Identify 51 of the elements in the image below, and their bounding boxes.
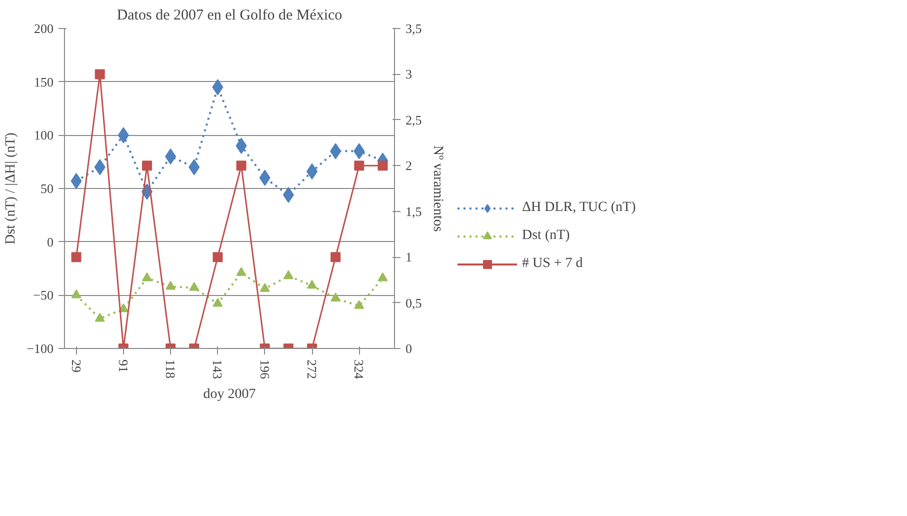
point [378, 160, 388, 171]
y-tick-label: 150 [34, 74, 54, 90]
y-tick-label: −50 [33, 288, 54, 303]
point [142, 272, 152, 282]
y2-tick-label: 3,5 [406, 21, 422, 36]
y2-tick-label: 0 [406, 341, 412, 356]
point [212, 252, 223, 262]
point [94, 69, 105, 80]
point [330, 292, 341, 302]
x-tick-label: 91 [116, 360, 131, 372]
point [330, 252, 341, 262]
point [378, 272, 388, 282]
y-axis-title: Dst (nT) / |ΔH| (nT) [4, 132, 19, 244]
point [260, 283, 270, 292]
point [354, 300, 364, 309]
x-tick-label: 118 [163, 360, 178, 379]
y2-tick-label: 2,5 [406, 112, 422, 128]
point [354, 160, 364, 171]
point [236, 160, 246, 171]
y-tick-label: 200 [34, 21, 54, 36]
point [283, 270, 294, 280]
point [212, 298, 223, 307]
point [189, 282, 200, 291]
point [71, 252, 82, 262]
point [94, 312, 105, 322]
legend-label: ΔH DLR, TUC (nT) [522, 200, 636, 216]
y-tick-label: 50 [40, 181, 54, 196]
y2-tick-label: 1,5 [406, 204, 422, 219]
x-tick-label: 272 [304, 360, 320, 379]
legend-label: Dst (nT) [522, 228, 570, 244]
y2-tick-label: 0,5 [406, 295, 422, 310]
x-tick-label: 196 [257, 360, 272, 380]
y2-tick-label: 2 [406, 158, 412, 174]
point [142, 160, 152, 171]
point [166, 280, 176, 290]
x-tick-label: 29 [68, 360, 84, 372]
x-axis-title: doy 2007 [203, 387, 256, 402]
chart-title: Datos de 2007 en el Golfo de México [116, 8, 342, 24]
legend-label: # US + 7 d [522, 256, 583, 272]
y2-axis-title: Nº varamientos [430, 145, 445, 232]
y2-tick-label: 3 [406, 66, 412, 82]
x-tick-label: 143 [210, 360, 226, 379]
point [71, 289, 82, 298]
x-tick-label: 324 [352, 360, 367, 380]
y-tick-label: 100 [34, 128, 54, 143]
point [165, 148, 176, 164]
y-tick-label: −100 [26, 341, 54, 356]
y2-tick-label: 1 [406, 250, 412, 265]
point [307, 280, 317, 289]
point [236, 267, 246, 276]
y-tick-label: 0 [47, 234, 54, 250]
